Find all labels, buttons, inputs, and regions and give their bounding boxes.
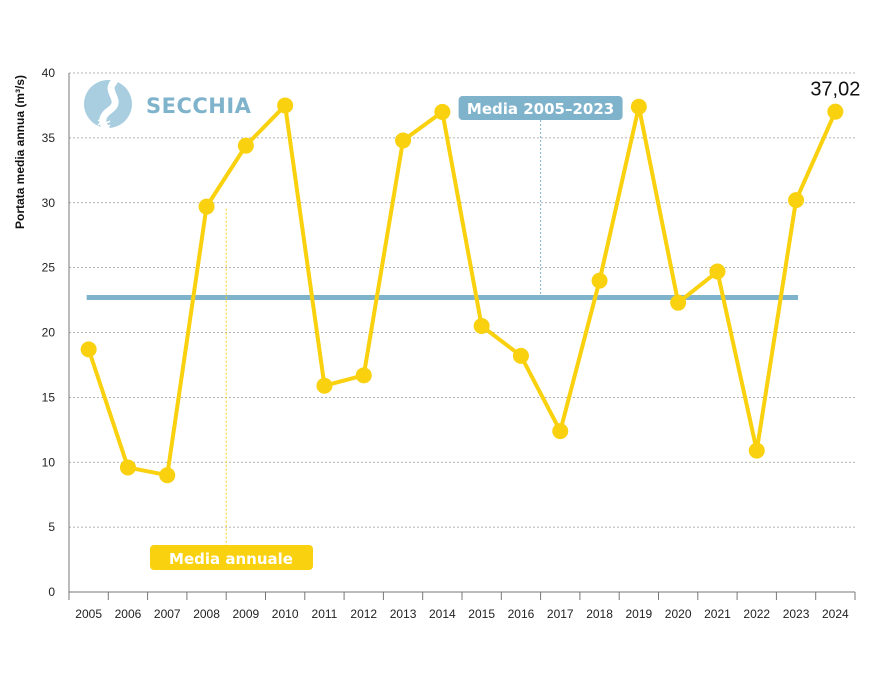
river-drop-icon <box>84 78 132 132</box>
data-point <box>434 103 451 120</box>
y-axis-label: Portata media annua (m³/s) <box>13 75 27 229</box>
annual-series: Media annuale <box>80 97 844 570</box>
y-tick-label: 30 <box>42 196 56 210</box>
data-point <box>591 272 608 289</box>
data-point <box>355 367 372 384</box>
data-point <box>670 294 687 311</box>
x-tick-label: 2020 <box>665 607 692 621</box>
y-axis-ticks: 0 5 10 15 20 25 30 35 40 <box>42 66 56 599</box>
y-tick-label: 10 <box>42 455 56 469</box>
last-value-label: 37,02 <box>810 79 860 101</box>
x-tick-label: 2006 <box>115 607 142 621</box>
y-tick-label: 5 <box>48 520 55 534</box>
x-tick-label: 2016 <box>508 607 535 621</box>
brand-name: SECCHIA <box>146 94 252 118</box>
x-tick-label: 2024 <box>822 607 849 621</box>
x-tick-label: 2007 <box>154 607 181 621</box>
x-tick-label: 2008 <box>193 607 220 621</box>
secchia-logo: SECCHIA <box>84 78 252 132</box>
data-point <box>748 442 765 459</box>
x-axis <box>68 73 856 600</box>
x-tick-label: 2005 <box>75 607 102 621</box>
annual-badge <box>150 545 313 570</box>
x-tick-label: 2018 <box>586 607 613 621</box>
data-point <box>198 198 215 215</box>
x-tick-label: 2015 <box>468 607 495 621</box>
x-tick-label: 2011 <box>312 607 338 621</box>
y-tick-label: 20 <box>42 326 56 340</box>
y-tick-label: 0 <box>48 585 55 599</box>
x-tick-label: 2023 <box>783 607 810 621</box>
data-point <box>709 263 726 280</box>
x-tick-label: 2009 <box>232 607 259 621</box>
average-badge <box>458 96 623 120</box>
x-tick-label: 2012 <box>350 607 377 621</box>
x-tick-label: 2017 <box>547 607 574 621</box>
data-point <box>237 137 254 154</box>
data-point <box>277 97 294 114</box>
y-tick-label: 15 <box>42 390 56 404</box>
x-axis-ticks: 2005 2006 2007 2008 2009 2010 2011 2012 2013 2014… <box>75 607 849 621</box>
grid-lines <box>69 72 855 528</box>
x-tick-label: 2010 <box>272 607 299 621</box>
x-tick-label: 2022 <box>743 607 770 621</box>
average-badge-label: Media 2005–2023 <box>467 100 614 118</box>
annual-series-line <box>86 103 838 478</box>
data-point <box>512 347 529 364</box>
data-point <box>552 423 569 440</box>
data-point <box>119 459 136 476</box>
x-tick-label: 2013 <box>390 607 417 621</box>
data-point <box>788 192 805 209</box>
data-point <box>473 318 490 335</box>
annual-badge-label: Media annuale <box>169 550 293 568</box>
x-tick-label: 2021 <box>704 607 731 621</box>
x-tick-label: 2019 <box>625 607 652 621</box>
annual-series-points <box>80 97 844 484</box>
data-point <box>827 103 844 120</box>
data-point <box>395 132 412 149</box>
x-tick-label: 2014 <box>429 607 456 621</box>
data-point <box>159 467 176 484</box>
y-tick-label: 25 <box>42 261 56 275</box>
data-point <box>80 341 97 358</box>
data-point <box>316 377 333 394</box>
data-point <box>630 98 647 115</box>
y-tick-label: 40 <box>42 66 56 80</box>
y-tick-label: 35 <box>42 131 56 145</box>
